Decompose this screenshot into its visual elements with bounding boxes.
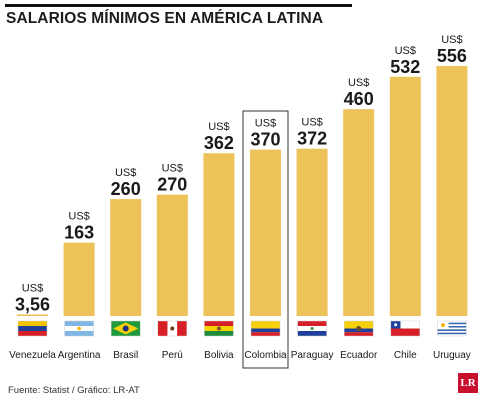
source-note: Fuente: Statist / Gráfico: LR-AT [8, 385, 140, 396]
value-label: 532 [390, 57, 420, 77]
colombia-flag-icon [250, 320, 281, 337]
unit-label: US$ [395, 45, 416, 57]
venezuela-flag-icon [17, 320, 48, 337]
brazil-flag-icon [110, 320, 141, 337]
unit-label: US$ [441, 34, 462, 46]
category-label: Ecuador [340, 350, 378, 361]
bar-ecuador [343, 109, 375, 316]
value-label: 556 [437, 46, 467, 66]
value-label: 372 [297, 129, 327, 149]
category-label: Perú [162, 350, 183, 361]
bar-paraguay [296, 148, 328, 316]
category-label: Brasil [113, 350, 138, 361]
uruguay-flag-icon [437, 320, 467, 337]
chart-title: SALARIOS MÍNIMOS EN AMÉRICA LATINA [6, 10, 324, 27]
unit-label: US$ [301, 117, 322, 129]
bar-bolivia [203, 153, 235, 316]
value-label: 370 [250, 130, 280, 150]
category-label: Venezuela [9, 350, 56, 361]
category-label: Paraguay [291, 350, 334, 361]
unit-label: US$ [22, 282, 43, 294]
unit-label: US$ [255, 118, 276, 130]
argentina-flag-icon [64, 320, 94, 337]
category-label: Uruguay [433, 350, 471, 361]
bar-colombia [250, 149, 281, 316]
highlight-frame [242, 110, 289, 369]
unit-label: US$ [68, 211, 89, 223]
value-label: 460 [344, 89, 374, 109]
category-label: Chile [394, 350, 417, 361]
unit-label: US$ [348, 77, 369, 89]
peru-flag-icon [157, 320, 188, 337]
category-label: Argentina [58, 350, 101, 361]
unit-label: US$ [115, 167, 136, 179]
category-label: Colombia [244, 350, 287, 361]
bar-brasil [110, 199, 142, 316]
title-rule [5, 4, 352, 7]
category-label: Bolivia [204, 350, 234, 361]
bolivia-flag-icon [204, 320, 234, 337]
value-label: 163 [64, 223, 94, 243]
paraguay-flag-icon [297, 320, 327, 337]
unit-label: US$ [208, 121, 229, 133]
value-label: 270 [157, 175, 187, 195]
value-label: 260 [111, 179, 141, 199]
unit-label: US$ [162, 163, 183, 175]
ecuador-flag-icon [343, 320, 374, 337]
bar-perú [156, 194, 188, 316]
bar-chile [389, 76, 421, 316]
bar-uruguay [436, 66, 468, 316]
lr-logo: LR [458, 373, 478, 393]
value-label: 362 [204, 133, 234, 153]
value-label: 3,56 [15, 294, 50, 314]
chile-flag-icon [390, 320, 421, 337]
bar-argentina [63, 242, 95, 316]
bar-venezuela [17, 314, 48, 316]
